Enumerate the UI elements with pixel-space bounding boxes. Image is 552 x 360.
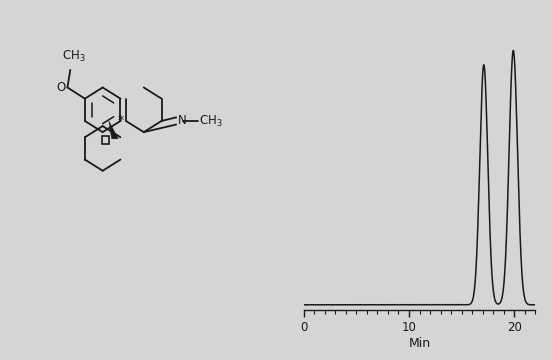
Polygon shape bbox=[109, 121, 118, 139]
Text: N: N bbox=[178, 114, 187, 127]
X-axis label: Min: Min bbox=[408, 337, 431, 350]
Text: CH$_3$: CH$_3$ bbox=[199, 113, 223, 129]
Text: *: * bbox=[118, 114, 124, 127]
Text: CH$_3$: CH$_3$ bbox=[62, 49, 86, 64]
Text: O: O bbox=[56, 81, 66, 94]
Bar bbox=[103, 136, 109, 144]
